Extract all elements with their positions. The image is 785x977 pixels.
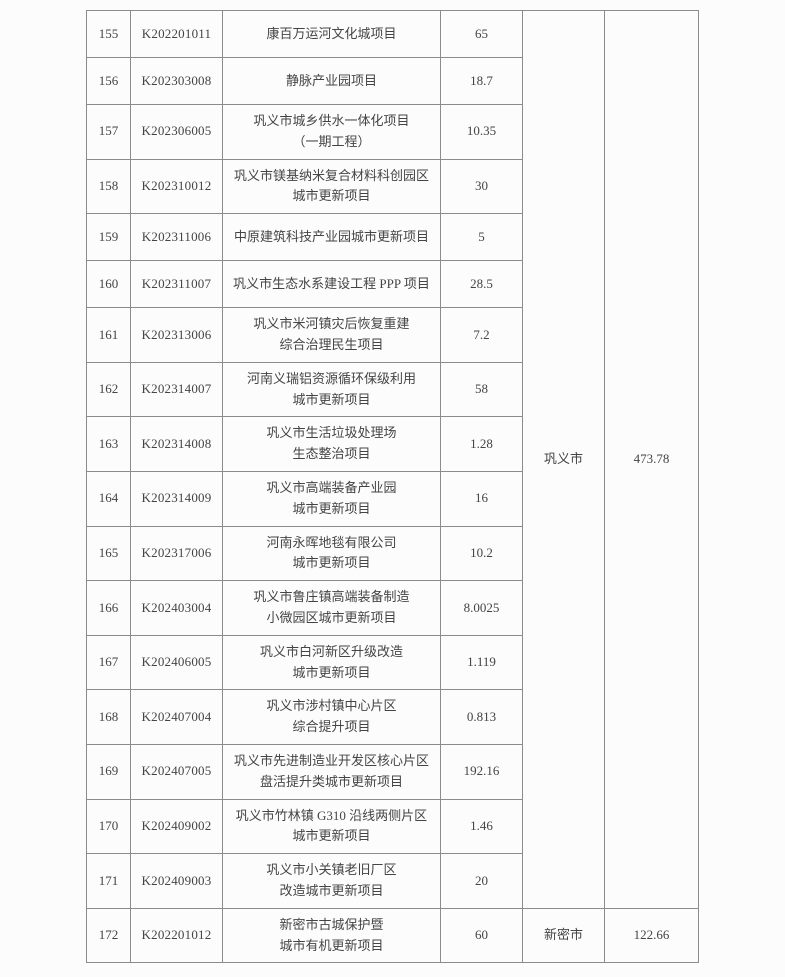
city-total: 122.66 <box>605 908 699 963</box>
project-name: 康百万运河文化城项目 <box>223 11 441 58</box>
row-index: 172 <box>87 908 131 963</box>
project-name: 巩义市镁基纳米复合材料科创园区城市更新项目 <box>223 159 441 214</box>
project-value: 0.813 <box>441 690 523 745</box>
project-code: K202310012 <box>131 159 223 214</box>
project-name: 中原建筑科技产业园城市更新项目 <box>223 214 441 261</box>
project-code: K202407005 <box>131 744 223 799</box>
project-code: K202306005 <box>131 105 223 160</box>
project-value: 192.16 <box>441 744 523 799</box>
row-index: 168 <box>87 690 131 745</box>
project-code: K202311007 <box>131 261 223 308</box>
row-index: 160 <box>87 261 131 308</box>
project-code: K202313006 <box>131 308 223 363</box>
project-value: 18.7 <box>441 58 523 105</box>
project-code: K202407004 <box>131 690 223 745</box>
project-code: K202201011 <box>131 11 223 58</box>
project-name: 巩义市生活垃圾处理场生态整治项目 <box>223 417 441 472</box>
row-index: 157 <box>87 105 131 160</box>
project-name: 巩义市竹林镇 G310 沿线两侧片区城市更新项目 <box>223 799 441 854</box>
project-name: 巩义市城乡供水一体化项目（一期工程） <box>223 105 441 160</box>
row-index: 166 <box>87 581 131 636</box>
project-code: K202409002 <box>131 799 223 854</box>
project-name: 巩义市生态水系建设工程 PPP 项目 <box>223 261 441 308</box>
table-row: 172K202201012新密市古城保护暨城市有机更新项目60新密市122.66 <box>87 908 699 963</box>
project-code: K202406005 <box>131 635 223 690</box>
row-index: 164 <box>87 471 131 526</box>
project-name: 巩义市先进制造业开发区核心片区盘活提升类城市更新项目 <box>223 744 441 799</box>
row-index: 170 <box>87 799 131 854</box>
row-index: 165 <box>87 526 131 581</box>
project-name: 巩义市小关镇老旧厂区改造城市更新项目 <box>223 854 441 909</box>
project-name: 巩义市涉村镇中心片区综合提升项目 <box>223 690 441 745</box>
table-row: 155K202201011康百万运河文化城项目65巩义市473.78 <box>87 11 699 58</box>
project-name: 河南永晖地毯有限公司城市更新项目 <box>223 526 441 581</box>
row-index: 158 <box>87 159 131 214</box>
row-index: 155 <box>87 11 131 58</box>
project-code: K202314007 <box>131 362 223 417</box>
city-cell: 新密市 <box>523 908 605 963</box>
city-total: 473.78 <box>605 11 699 909</box>
project-value: 10.2 <box>441 526 523 581</box>
row-index: 167 <box>87 635 131 690</box>
row-index: 159 <box>87 214 131 261</box>
project-name: 新密市古城保护暨城市有机更新项目 <box>223 908 441 963</box>
project-value: 60 <box>441 908 523 963</box>
project-value: 1.46 <box>441 799 523 854</box>
project-name: 河南义瑞铝资源循环保级利用城市更新项目 <box>223 362 441 417</box>
project-name: 巩义市高端装备产业园城市更新项目 <box>223 471 441 526</box>
project-value: 5 <box>441 214 523 261</box>
project-value: 28.5 <box>441 261 523 308</box>
row-index: 163 <box>87 417 131 472</box>
row-index: 161 <box>87 308 131 363</box>
row-index: 171 <box>87 854 131 909</box>
project-value: 30 <box>441 159 523 214</box>
project-code: K202409003 <box>131 854 223 909</box>
project-value: 8.0025 <box>441 581 523 636</box>
project-name: 静脉产业园项目 <box>223 58 441 105</box>
row-index: 169 <box>87 744 131 799</box>
project-code: K202201012 <box>131 908 223 963</box>
projects-table: 155K202201011康百万运河文化城项目65巩义市473.78156K20… <box>86 10 699 963</box>
project-value: 65 <box>441 11 523 58</box>
project-code: K202314008 <box>131 417 223 472</box>
row-index: 162 <box>87 362 131 417</box>
project-value: 1.28 <box>441 417 523 472</box>
project-code: K202317006 <box>131 526 223 581</box>
project-code: K202311006 <box>131 214 223 261</box>
project-value: 16 <box>441 471 523 526</box>
project-value: 1.119 <box>441 635 523 690</box>
project-name: 巩义市米河镇灾后恢复重建综合治理民生项目 <box>223 308 441 363</box>
project-value: 58 <box>441 362 523 417</box>
row-index: 156 <box>87 58 131 105</box>
project-code: K202403004 <box>131 581 223 636</box>
project-value: 7.2 <box>441 308 523 363</box>
project-name: 巩义市白河新区升级改造城市更新项目 <box>223 635 441 690</box>
project-value: 20 <box>441 854 523 909</box>
city-cell: 巩义市 <box>523 11 605 909</box>
project-value: 10.35 <box>441 105 523 160</box>
project-code: K202303008 <box>131 58 223 105</box>
project-code: K202314009 <box>131 471 223 526</box>
project-name: 巩义市鲁庄镇高端装备制造小微园区城市更新项目 <box>223 581 441 636</box>
